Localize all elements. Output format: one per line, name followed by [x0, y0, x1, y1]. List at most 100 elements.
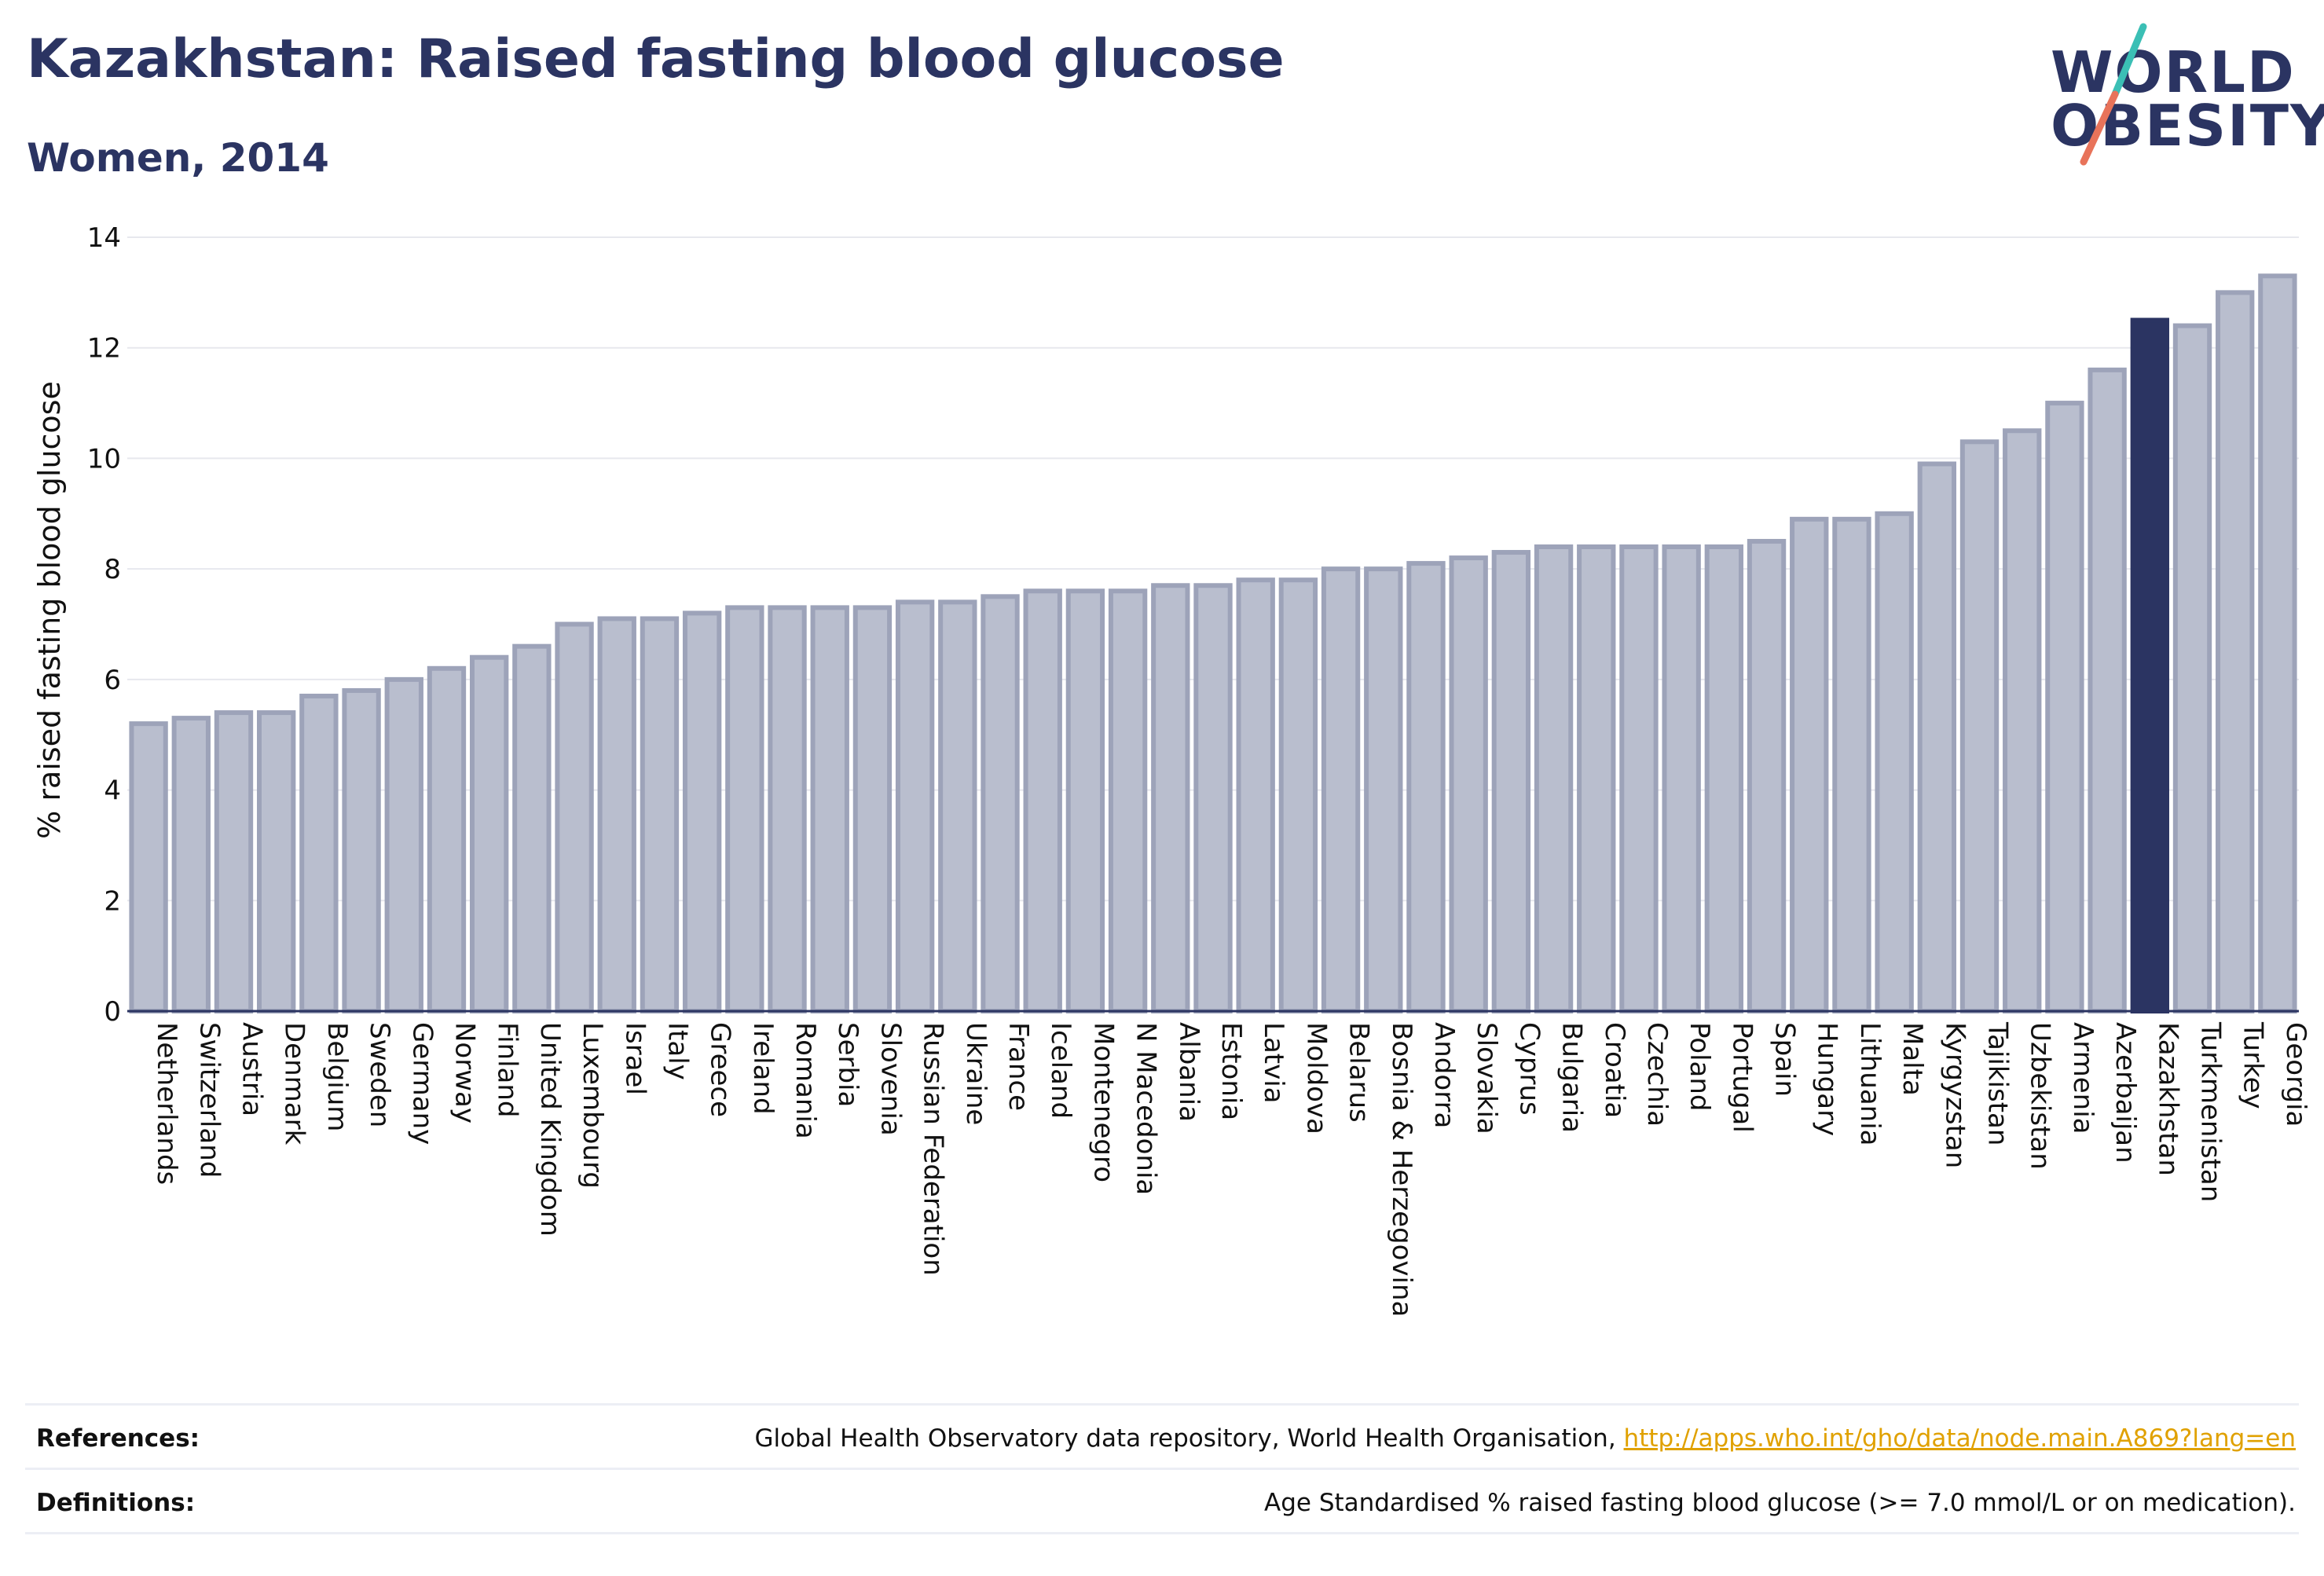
bar[interactable]: [2216, 290, 2255, 1014]
bar-highlight[interactable]: [2130, 317, 2169, 1014]
bar[interactable]: [1747, 538, 1787, 1013]
logo-line-2: OBESITY: [2051, 93, 2324, 159]
x-tick-label: Slovakia: [1471, 1022, 1502, 1134]
bar[interactable]: [2088, 367, 2127, 1014]
x-tick-label: Spain: [1769, 1022, 1801, 1097]
bar[interactable]: [1151, 583, 1190, 1013]
x-tick-label: Belgium: [321, 1022, 353, 1131]
bar[interactable]: [1278, 577, 1318, 1013]
bar[interactable]: [810, 605, 849, 1013]
x-tick-label: N Macedonia: [1131, 1022, 1162, 1195]
bar[interactable]: [1790, 516, 1829, 1014]
bar[interactable]: [1449, 555, 1488, 1014]
tick-labels: 0 2 4 6 8 10 12 14 Netherlands Switzerland Austria…: [32, 222, 2311, 1317]
bar[interactable]: [725, 605, 764, 1013]
bar[interactable]: [427, 665, 467, 1013]
bar[interactable]: [214, 710, 254, 1013]
x-tick-label: Netherlands: [151, 1022, 182, 1185]
bar[interactable]: [597, 616, 636, 1013]
footer-divider-middle: [25, 1468, 2299, 1470]
bar[interactable]: [1023, 588, 1062, 1013]
y-tick-label: 10: [87, 443, 121, 475]
bar[interactable]: [2258, 273, 2297, 1013]
x-tick-label: Slovenia: [874, 1022, 906, 1136]
bar[interactable]: [1364, 566, 1403, 1013]
world-obesity-logo[interactable]: WORLD OBESITY: [2051, 22, 2324, 171]
bar[interactable]: [1619, 544, 1659, 1013]
bar[interactable]: [852, 605, 893, 1013]
bar[interactable]: [1108, 588, 1148, 1013]
bar[interactable]: [1321, 566, 1361, 1013]
x-tick-label: Bosnia & Herzegovina: [1386, 1022, 1417, 1317]
x-tick-label: Belarus: [1343, 1022, 1375, 1123]
bar[interactable]: [1704, 544, 1744, 1013]
x-tick-label: Portugal: [1726, 1022, 1758, 1133]
y-tick-label: 8: [104, 554, 121, 585]
definitions-text: Age Standardised % raised fasting blood …: [1264, 1489, 2296, 1517]
bar[interactable]: [469, 654, 509, 1013]
bar[interactable]: [1917, 461, 1957, 1013]
y-tick-label: 6: [104, 665, 121, 696]
x-tick-label: Germany: [406, 1022, 438, 1145]
x-tick-label: Poland: [1684, 1022, 1715, 1112]
bar[interactable]: [1236, 577, 1275, 1013]
bar[interactable]: [512, 643, 552, 1014]
y-tick-label: 0: [104, 996, 121, 1028]
bar[interactable]: [299, 693, 339, 1013]
bar[interactable]: [1065, 588, 1105, 1013]
x-tick-label: Sweden: [364, 1022, 395, 1127]
bar[interactable]: [171, 716, 211, 1013]
bar[interactable]: [895, 599, 935, 1013]
x-tick-label: Switzerland: [193, 1022, 225, 1178]
bar[interactable]: [129, 721, 168, 1014]
bar[interactable]: [257, 710, 296, 1013]
bar[interactable]: [2045, 401, 2084, 1014]
y-tick-label: 2: [104, 885, 121, 917]
bar[interactable]: [1662, 544, 1701, 1013]
x-tick-label: Serbia: [832, 1022, 863, 1107]
bar[interactable]: [981, 594, 1020, 1014]
y-axis-label: % raised fasting blood glucose: [32, 381, 67, 839]
bar[interactable]: [640, 616, 680, 1013]
logo-line-1: WORLD: [2051, 39, 2296, 105]
bar[interactable]: [384, 676, 423, 1013]
y-tick-label: 12: [87, 333, 121, 365]
bar[interactable]: [1959, 439, 2000, 1014]
x-tick-label: Georgia: [2280, 1022, 2311, 1127]
bar[interactable]: [1534, 544, 1574, 1013]
bar[interactable]: [768, 605, 807, 1013]
x-tick-label: Ireland: [747, 1022, 779, 1115]
x-tick-label: Kazakhstan: [2152, 1022, 2183, 1176]
x-tick-label: Malta: [1897, 1022, 1928, 1096]
x-tick-label: Cyprus: [1513, 1022, 1545, 1116]
x-tick-label: Czechia: [1641, 1022, 1673, 1127]
bar[interactable]: [555, 621, 594, 1013]
x-tick-label: Turkmenistan: [2195, 1021, 2227, 1202]
bar[interactable]: [2172, 323, 2212, 1014]
x-tick-label: Luxembourg: [577, 1022, 608, 1189]
references-source: Global Health Observatory data repositor…: [754, 1424, 1616, 1453]
x-tick-label: Lithuania: [1854, 1022, 1886, 1145]
x-tick-label: Iceland: [1045, 1022, 1076, 1119]
x-tick-label: Uzbekistan: [2025, 1022, 2056, 1170]
bar[interactable]: [938, 599, 977, 1013]
x-tick-label: Russian Federation: [918, 1022, 949, 1276]
x-tick-label: Italy: [662, 1022, 693, 1080]
bar[interactable]: [1832, 516, 1871, 1014]
x-tick-label: Finland: [492, 1022, 523, 1118]
bar[interactable]: [682, 610, 722, 1014]
y-tick-label: 4: [104, 775, 121, 807]
bar[interactable]: [1577, 544, 1616, 1013]
references-text: Global Health Observatory data repositor…: [754, 1424, 2296, 1453]
y-tick-label: 14: [87, 222, 121, 254]
x-tick-label: Kyrgyzstan: [1939, 1022, 1970, 1168]
bar[interactable]: [342, 687, 381, 1014]
footer-divider-bottom: [25, 1532, 2299, 1534]
references-link[interactable]: http://apps.who.int/gho/data/node.main.A…: [1623, 1424, 2296, 1453]
bar[interactable]: [2003, 428, 2042, 1013]
bar[interactable]: [1406, 561, 1446, 1014]
x-tick-label: Israel: [619, 1022, 651, 1095]
bar[interactable]: [1491, 550, 1531, 1013]
bar[interactable]: [1193, 583, 1233, 1013]
bar[interactable]: [1875, 511, 1914, 1013]
